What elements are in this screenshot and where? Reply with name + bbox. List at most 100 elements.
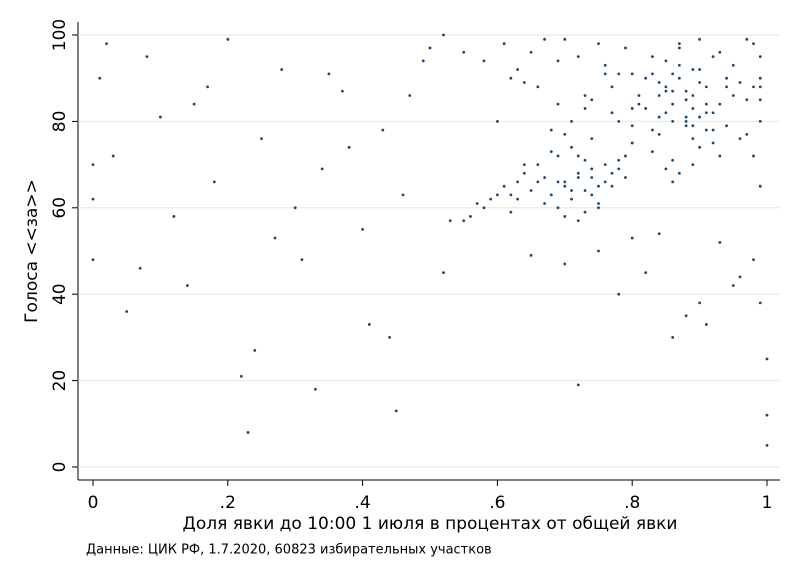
point [509, 76, 513, 80]
point [482, 206, 486, 210]
point [603, 163, 607, 167]
point [300, 258, 304, 262]
point [576, 55, 580, 58]
point [610, 184, 614, 188]
point [522, 81, 526, 84]
point [698, 301, 701, 305]
point [704, 128, 708, 132]
point [529, 253, 533, 257]
point [651, 55, 654, 58]
point [738, 81, 742, 84]
point [583, 210, 587, 214]
point [644, 107, 648, 110]
point [731, 63, 735, 67]
point [563, 262, 567, 266]
point [765, 444, 769, 447]
point [671, 180, 675, 184]
point [671, 336, 675, 339]
point [529, 50, 533, 54]
point [765, 357, 769, 361]
point [630, 236, 634, 240]
point [610, 171, 614, 175]
x-tick-label: 1 [762, 493, 773, 513]
point [597, 184, 600, 188]
point [671, 158, 675, 162]
point [556, 154, 560, 158]
point [226, 37, 230, 41]
point [617, 158, 621, 162]
point [293, 206, 297, 210]
point [105, 42, 108, 46]
point [496, 120, 499, 123]
point [752, 154, 755, 158]
point [597, 249, 600, 253]
point [563, 215, 567, 218]
point [698, 115, 701, 119]
point [610, 111, 614, 115]
point [698, 68, 701, 71]
point [624, 46, 627, 50]
point [442, 271, 445, 274]
point [98, 76, 102, 80]
point [691, 94, 695, 97]
point [711, 55, 715, 58]
point [502, 42, 506, 46]
y-tick-label: 0 [50, 462, 70, 473]
point [516, 197, 520, 201]
point [576, 154, 580, 158]
point [671, 120, 675, 123]
point [583, 158, 587, 162]
point [711, 111, 715, 115]
point [651, 150, 654, 154]
point [138, 266, 142, 270]
point [711, 128, 715, 132]
point [671, 89, 675, 93]
point [698, 81, 701, 84]
point [260, 137, 263, 141]
point [583, 94, 587, 97]
point [516, 180, 520, 184]
y-axis-title: Голоса <<за>> [22, 179, 42, 323]
point [563, 132, 567, 136]
point [657, 232, 661, 236]
point [482, 59, 486, 63]
point [637, 102, 641, 106]
point [664, 89, 668, 93]
point [496, 193, 499, 197]
point [570, 189, 573, 192]
point [563, 184, 567, 188]
point [388, 336, 391, 339]
point [462, 50, 466, 54]
point [212, 180, 216, 184]
point [529, 189, 533, 192]
point [576, 171, 580, 175]
point [644, 76, 648, 80]
point [543, 176, 546, 179]
point [522, 163, 526, 167]
point [637, 94, 641, 97]
point [624, 176, 627, 179]
point [664, 59, 668, 63]
point [704, 323, 708, 326]
point [617, 167, 621, 171]
point [320, 167, 324, 171]
point [677, 171, 681, 175]
point [428, 46, 432, 50]
point [361, 228, 364, 231]
point [159, 115, 162, 119]
point [684, 124, 688, 128]
point [489, 197, 493, 201]
point [576, 383, 580, 387]
point [556, 59, 560, 63]
point [381, 128, 385, 132]
point [556, 180, 560, 184]
x-tick-label: .6 [489, 493, 505, 513]
y-tick-label: 60 [50, 197, 70, 219]
y-tick-label: 100 [50, 19, 70, 51]
point [509, 193, 513, 197]
point [617, 292, 621, 296]
point [597, 206, 600, 210]
point [327, 72, 331, 76]
point [758, 55, 762, 58]
